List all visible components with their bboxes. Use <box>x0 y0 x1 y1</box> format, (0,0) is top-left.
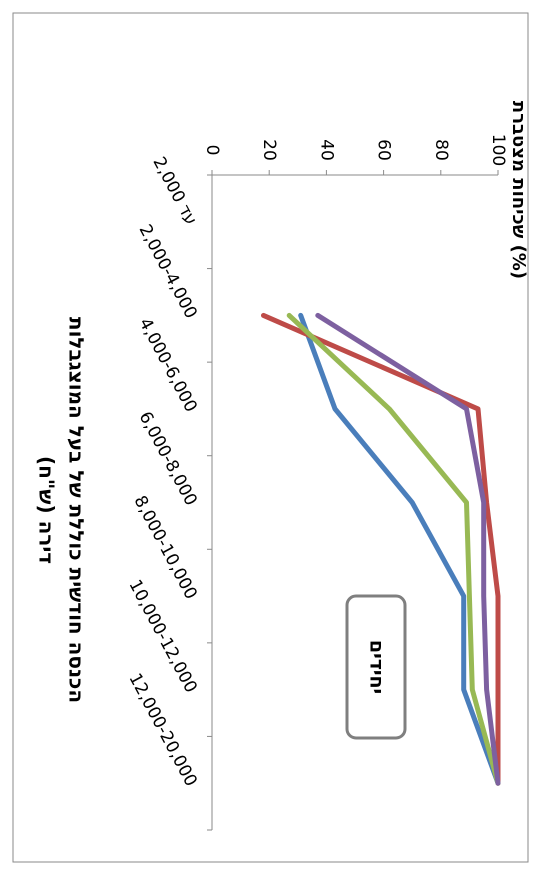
annotation-box: יחידים <box>345 594 407 740</box>
value-tick-label: 100 <box>488 134 508 166</box>
value-tick-label: 60 <box>374 139 394 161</box>
value-tick-label: 40 <box>316 139 336 161</box>
value-tick-label: 0 <box>202 145 222 156</box>
series-line-3 <box>286 312 501 786</box>
series-line-4 <box>315 312 501 786</box>
annotation-text: יחידים <box>366 640 388 694</box>
category-axis-title-line2: (ש"ח) דירה <box>35 456 59 564</box>
series-line-1 <box>298 312 501 786</box>
value-tick-label: 20 <box>259 139 279 161</box>
value-axis-title: שכיחות מצטברת (%) <box>508 101 529 279</box>
chart-border <box>12 12 529 863</box>
value-tick-label: 80 <box>431 139 451 161</box>
category-axis-title-line1: הכנסה חודשית כוללת של בעל המוצגבלות <box>65 317 89 703</box>
